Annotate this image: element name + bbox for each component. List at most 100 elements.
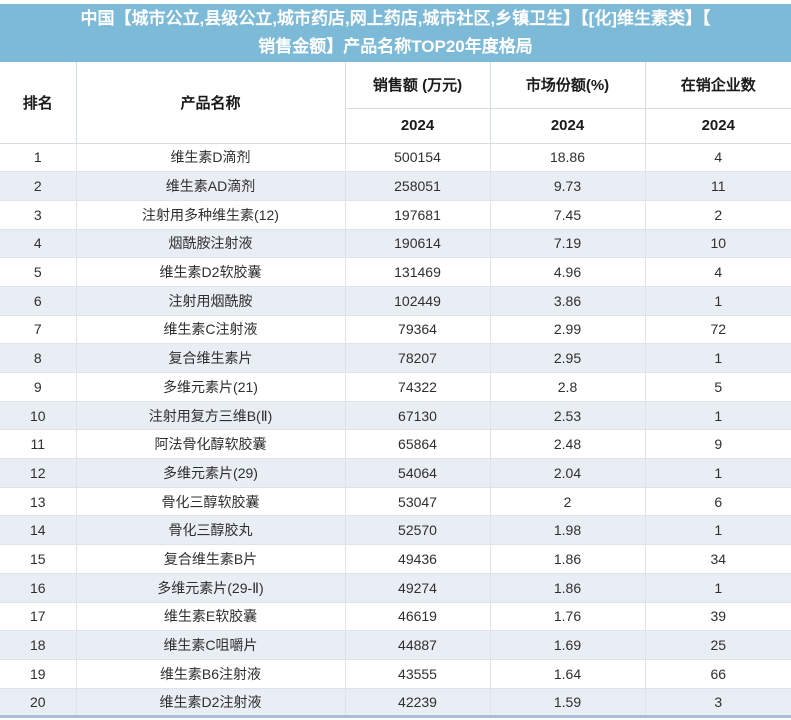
table-row: 17 维生素E软胶囊 46619 1.76 39 <box>0 601 791 632</box>
report-title: 中国【城市公立,县级公立,城市药店,网上药店,城市社区,乡镇卫生】【[化]维生素… <box>0 4 791 62</box>
market-share-cell: 3.86 <box>489 285 646 316</box>
header-sales-year: 2024 <box>345 108 491 144</box>
rank-cell: 10 <box>0 400 77 431</box>
sales-cell: 52570 <box>344 515 491 546</box>
sales-cell: 102449 <box>344 285 491 316</box>
table-row: 13 骨化三醇软胶囊 53047 2 6 <box>0 486 791 517</box>
market-share-cell: 2.48 <box>489 429 646 460</box>
rank-cell: 1 <box>0 142 77 173</box>
rank-cell: 20 <box>0 687 77 718</box>
product-name-cell: 阿法骨化醇软胶囊 <box>75 429 346 460</box>
companies-cell: 1 <box>644 285 791 316</box>
rank-cell: 3 <box>0 199 77 230</box>
rank-cell: 2 <box>0 171 77 201</box>
table-row: 10 注射用复方三维B(Ⅱ) 67130 2.53 1 <box>0 400 791 431</box>
product-name-cell: 维生素C咀嚼片 <box>75 630 346 660</box>
market-share-cell: 2 <box>489 486 646 517</box>
market-share-cell: 7.45 <box>489 199 646 230</box>
rank-cell: 9 <box>0 372 77 402</box>
product-name-cell: 烟酰胺注射液 <box>75 228 346 259</box>
companies-cell: 72 <box>644 314 791 345</box>
product-name-cell: 维生素D滴剂 <box>75 142 346 173</box>
sales-cell: 43555 <box>344 658 491 689</box>
product-name-cell: 多维元素片(29-Ⅱ) <box>75 572 346 603</box>
sales-cell: 197681 <box>344 199 491 230</box>
product-name-cell: 多维元素片(29) <box>75 458 346 488</box>
product-name-cell: 骨化三醇软胶囊 <box>75 486 346 517</box>
top-margin <box>0 0 791 4</box>
header-rank: 排名 <box>0 62 77 144</box>
rank-cell: 5 <box>0 257 77 287</box>
companies-cell: 9 <box>644 429 791 460</box>
product-name-cell: 多维元素片(21) <box>75 372 346 402</box>
table-row: 11 阿法骨化醇软胶囊 65864 2.48 9 <box>0 429 791 460</box>
table-row: 9 多维元素片(21) 74322 2.8 5 <box>0 372 791 402</box>
rank-cell: 17 <box>0 601 77 632</box>
sales-cell: 42239 <box>344 687 491 718</box>
rank-cell: 11 <box>0 429 77 460</box>
rank-cell: 18 <box>0 630 77 660</box>
product-name-cell: 注射用烟酰胺 <box>75 285 346 316</box>
table-row: 20 维生素D2注射液 42239 1.59 3 <box>0 687 791 718</box>
product-name-cell: 骨化三醇胶丸 <box>75 515 346 546</box>
companies-cell: 25 <box>644 630 791 660</box>
market-share-cell: 2.53 <box>489 400 646 431</box>
sales-cell: 258051 <box>344 171 491 201</box>
companies-cell: 4 <box>644 142 791 173</box>
market-share-cell: 1.86 <box>489 544 646 574</box>
companies-cell: 39 <box>644 601 791 632</box>
product-name-cell: 维生素C注射液 <box>75 314 346 345</box>
table-row: 3 注射用多种维生素(12) 197681 7.45 2 <box>0 199 791 230</box>
sales-cell: 65864 <box>344 429 491 460</box>
market-share-cell: 9.73 <box>489 171 646 201</box>
sales-cell: 49436 <box>344 544 491 574</box>
rank-cell: 14 <box>0 515 77 546</box>
market-share-cell: 4.96 <box>489 257 646 287</box>
companies-cell: 1 <box>644 400 791 431</box>
top20-table: 排名 产品名称 销售额 (万元) 市场份额(%) 在销企业数 2024 2024… <box>0 62 791 719</box>
sales-cell: 78207 <box>344 343 491 373</box>
companies-cell: 1 <box>644 343 791 373</box>
header-companies: 在销企业数 <box>644 62 791 109</box>
report-title-line2: 销售金额】产品名称TOP20年度格局 <box>258 37 533 56</box>
sales-cell: 46619 <box>344 601 491 632</box>
rank-cell: 6 <box>0 285 77 316</box>
market-share-cell: 2.95 <box>489 343 646 373</box>
market-share-cell: 7.19 <box>489 228 646 259</box>
table-row: 8 复合维生素片 78207 2.95 1 <box>0 343 791 373</box>
product-name-cell: 维生素AD滴剂 <box>75 171 346 201</box>
companies-cell: 1 <box>644 458 791 488</box>
sales-cell: 190614 <box>344 228 491 259</box>
market-share-cell: 1.59 <box>489 687 646 718</box>
product-name-cell: 维生素B6注射液 <box>75 658 346 689</box>
table-row: 5 维生素D2软胶囊 131469 4.96 4 <box>0 257 791 287</box>
sales-cell: 79364 <box>344 314 491 345</box>
table-header: 排名 产品名称 销售额 (万元) 市场份额(%) 在销企业数 2024 2024… <box>0 62 791 144</box>
companies-cell: 1 <box>644 515 791 546</box>
report-title-line1: 中国【城市公立,县级公立,城市药店,网上药店,城市社区,乡镇卫生】【[化]维生素… <box>80 9 711 28</box>
companies-cell: 5 <box>644 372 791 402</box>
companies-cell: 2 <box>644 199 791 230</box>
companies-cell: 1 <box>644 572 791 603</box>
table-row: 4 烟酰胺注射液 190614 7.19 10 <box>0 228 791 259</box>
table-row: 7 维生素C注射液 79364 2.99 72 <box>0 314 791 345</box>
rank-cell: 19 <box>0 658 77 689</box>
product-name-cell: 复合维生素B片 <box>75 544 346 574</box>
sales-cell: 44887 <box>344 630 491 660</box>
product-name-cell: 复合维生素片 <box>75 343 346 373</box>
table-body: 1 维生素D滴剂 500154 18.86 4 2 维生素AD滴剂 258051… <box>0 142 791 718</box>
table-row: 19 维生素B6注射液 43555 1.64 66 <box>0 658 791 689</box>
sales-cell: 53047 <box>344 486 491 517</box>
header-product-name: 产品名称 <box>75 62 346 144</box>
header-share-year: 2024 <box>489 108 646 144</box>
companies-cell: 34 <box>644 544 791 574</box>
market-share-cell: 1.64 <box>489 658 646 689</box>
rank-cell: 4 <box>0 228 77 259</box>
companies-cell: 3 <box>644 687 791 718</box>
table-row: 6 注射用烟酰胺 102449 3.86 1 <box>0 285 791 316</box>
rank-cell: 13 <box>0 486 77 517</box>
market-share-cell: 18.86 <box>489 142 646 173</box>
header-market-share: 市场份额(%) <box>489 62 646 109</box>
sales-cell: 500154 <box>344 142 491 173</box>
